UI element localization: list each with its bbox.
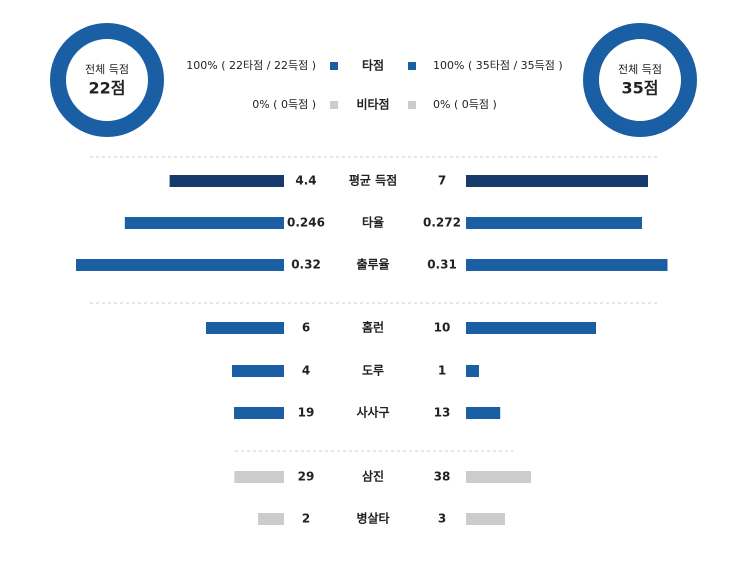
value-label: 3 [438, 512, 446, 526]
legend-text: 0% ( 0득점 ) [252, 98, 316, 111]
bar [258, 513, 284, 525]
value-label: 29 [298, 470, 315, 484]
bar [232, 365, 284, 377]
value-label: 19 [298, 406, 315, 420]
bar [234, 471, 284, 483]
value-label: 38 [434, 470, 451, 484]
bar [466, 175, 648, 187]
legend-text: 100% ( 22타점 / 22득점 ) [186, 59, 316, 72]
row-label: 병살타 [356, 511, 389, 526]
legend-label: 타점 [362, 58, 384, 73]
value-label: 0.31 [427, 258, 457, 272]
value-label: 4 [302, 364, 310, 378]
row-label: 출루율 [356, 257, 389, 272]
row-label: 도루 [362, 364, 384, 378]
value-label: 10 [434, 321, 451, 335]
value-label: 1 [438, 364, 446, 378]
bar [466, 365, 479, 377]
donut-total: 22점 [89, 79, 126, 98]
row-label: 사사구 [356, 405, 389, 420]
value-label: 6 [302, 321, 310, 335]
bar [466, 407, 501, 419]
legend-text: 100% ( 35타점 / 35득점 ) [433, 59, 563, 72]
row-label: 홈런 [362, 320, 384, 335]
legend-text: 0% ( 0득점 ) [433, 98, 497, 111]
legend-swatch [330, 101, 338, 109]
value-label: 13 [434, 406, 451, 420]
bar [169, 175, 284, 187]
row-label: 타율 [362, 215, 384, 230]
legend-label: 비타점 [356, 97, 389, 112]
donut-total: 35점 [622, 79, 659, 98]
row-label: 삼진 [362, 469, 384, 484]
donut [583, 23, 697, 137]
donut-caption: 전체 득점 [618, 63, 662, 76]
bar [234, 407, 284, 419]
value-label: 7 [438, 174, 446, 188]
bar [124, 217, 284, 229]
legend-swatch [408, 101, 416, 109]
legend-swatch [330, 62, 338, 70]
bar [76, 259, 284, 271]
value-label: 0.272 [423, 216, 461, 230]
donut-caption: 전체 득점 [85, 63, 129, 76]
value-label: 4.4 [295, 174, 316, 188]
bar [466, 217, 642, 229]
bar [466, 259, 668, 271]
value-label: 2 [302, 512, 310, 526]
bar [466, 322, 596, 334]
bar [466, 471, 531, 483]
value-label: 0.32 [291, 258, 321, 272]
bar [466, 513, 505, 525]
bar [206, 322, 284, 334]
value-label: 0.246 [287, 216, 325, 230]
legend-swatch [408, 62, 416, 70]
donut [50, 23, 164, 137]
row-label: 평균 득점 [349, 173, 397, 188]
